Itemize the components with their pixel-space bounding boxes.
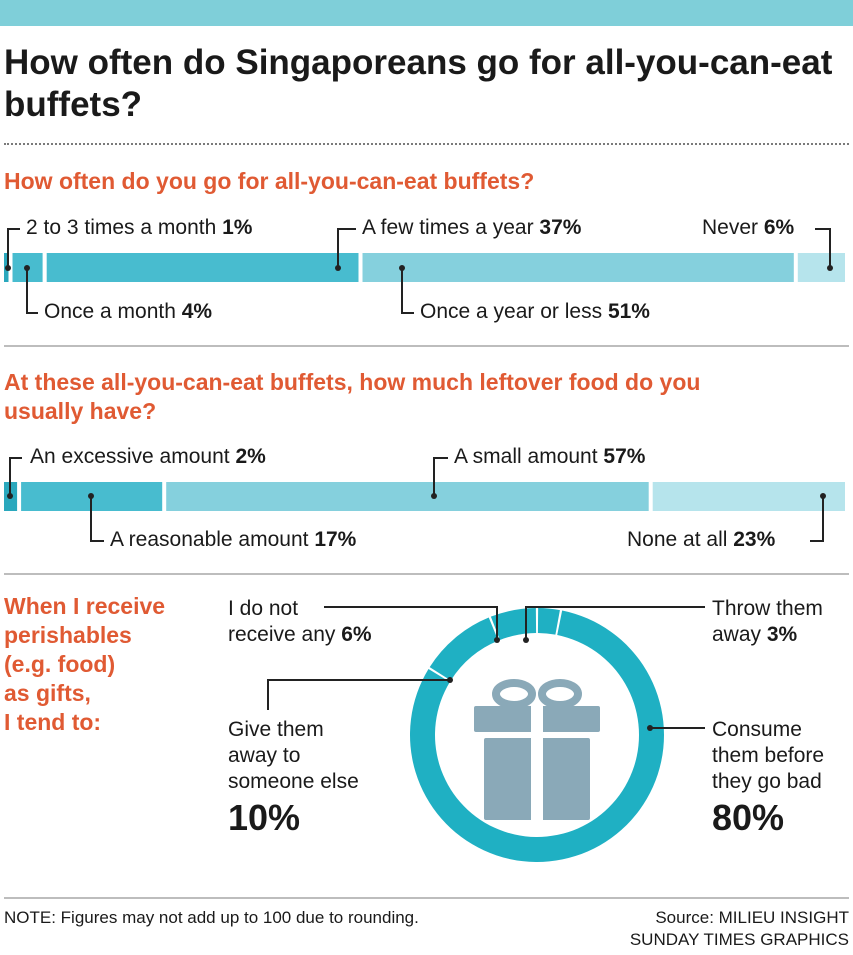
leader-c1-2to3 xyxy=(7,228,20,268)
section-divider-1 xyxy=(4,345,849,347)
leader-dot xyxy=(335,265,341,271)
chart1-title: How often do you go for all-you-can-eat … xyxy=(4,168,535,194)
c1-label-once-year: Once a year or less 51% xyxy=(420,300,650,323)
c3-slice-give-them-away-to-someone-else xyxy=(429,617,499,681)
leader-c2-small xyxy=(433,457,448,496)
gift-icon xyxy=(474,679,600,822)
c3-slice-throw-them-away xyxy=(537,608,560,635)
title-divider xyxy=(4,143,849,145)
leader-dot xyxy=(494,637,500,643)
leader-c1-once-month xyxy=(26,268,38,314)
c2-bar-none-at-all xyxy=(652,482,845,511)
leader-c1-once-year xyxy=(401,268,414,314)
leader-dot xyxy=(827,265,833,271)
footnote: NOTE: Figures may not add up to 100 due … xyxy=(4,908,419,927)
chart3-donut xyxy=(410,608,664,862)
c2-label-reasonable: A reasonable amount 17% xyxy=(110,528,357,551)
c2-label-none: None at all 23% xyxy=(627,528,776,551)
leader-dot xyxy=(820,493,826,499)
c3-label-notrec: I do not receive any 6% xyxy=(228,597,372,646)
page-title: How often do Singaporeans go for all-you… xyxy=(4,43,833,124)
leader-c3-give xyxy=(267,679,450,710)
c1-bar-once-a-year-or-less xyxy=(362,253,794,282)
leader-c3-throw xyxy=(525,606,705,640)
leader-dot xyxy=(447,677,453,683)
leader-dot xyxy=(647,725,653,731)
top-accent-bar xyxy=(0,0,853,26)
c2-bar-a-small-amount xyxy=(166,482,649,511)
c2-label-excessive: An excessive amount 2% xyxy=(30,445,266,468)
c3-value-consume: 80% xyxy=(712,797,785,838)
c1-label-once-month: Once a month 4% xyxy=(44,300,213,323)
c2-label-small: A small amount 57% xyxy=(454,445,646,468)
leader-c1-never xyxy=(815,228,831,268)
c3-slice-i-do-not-receive-any xyxy=(490,608,537,640)
c1-label-never: Never 6% xyxy=(702,216,795,239)
leader-dot xyxy=(399,265,405,271)
leader-dot xyxy=(5,265,11,271)
c1-label-few-times: A few times a year 37% xyxy=(362,216,582,239)
leader-c3-notrec xyxy=(324,606,498,640)
footer-divider xyxy=(4,897,849,899)
leader-c2-excessive xyxy=(9,457,22,496)
c1-label-2to3: 2 to 3 times a month 1% xyxy=(26,216,253,239)
leader-c2-none xyxy=(810,496,824,542)
chart2-title: At these all-you-can-eat buffets, how mu… xyxy=(4,369,701,424)
c3-label-give: Give them away to someone else xyxy=(228,718,359,793)
c3-label-throw: Throw them away 3% xyxy=(712,597,823,646)
leader-dot xyxy=(24,265,30,271)
leader-c1-few-times xyxy=(337,228,356,268)
c3-value-give: 10% xyxy=(228,797,301,838)
leader-dot xyxy=(523,637,529,643)
section-divider-2 xyxy=(4,573,849,575)
leader-dot xyxy=(7,493,13,499)
leader-dot xyxy=(431,493,437,499)
chart2-bars xyxy=(4,482,845,511)
leader-dot xyxy=(88,493,94,499)
leader-c2-reasonable xyxy=(90,496,104,542)
chart3-title: When I receive perishables (e.g. food) a… xyxy=(4,593,166,735)
c1-bar-never xyxy=(797,253,845,282)
source-credit: Source: MILIEU INSIGHT SUNDAY TIMES GRAP… xyxy=(629,908,849,949)
leader-lines xyxy=(7,228,831,729)
c1-bar-a-few-times-a-year xyxy=(46,253,359,282)
chart1-bars xyxy=(4,253,845,282)
c3-label-consume: Consume them before they go bad xyxy=(712,718,825,793)
